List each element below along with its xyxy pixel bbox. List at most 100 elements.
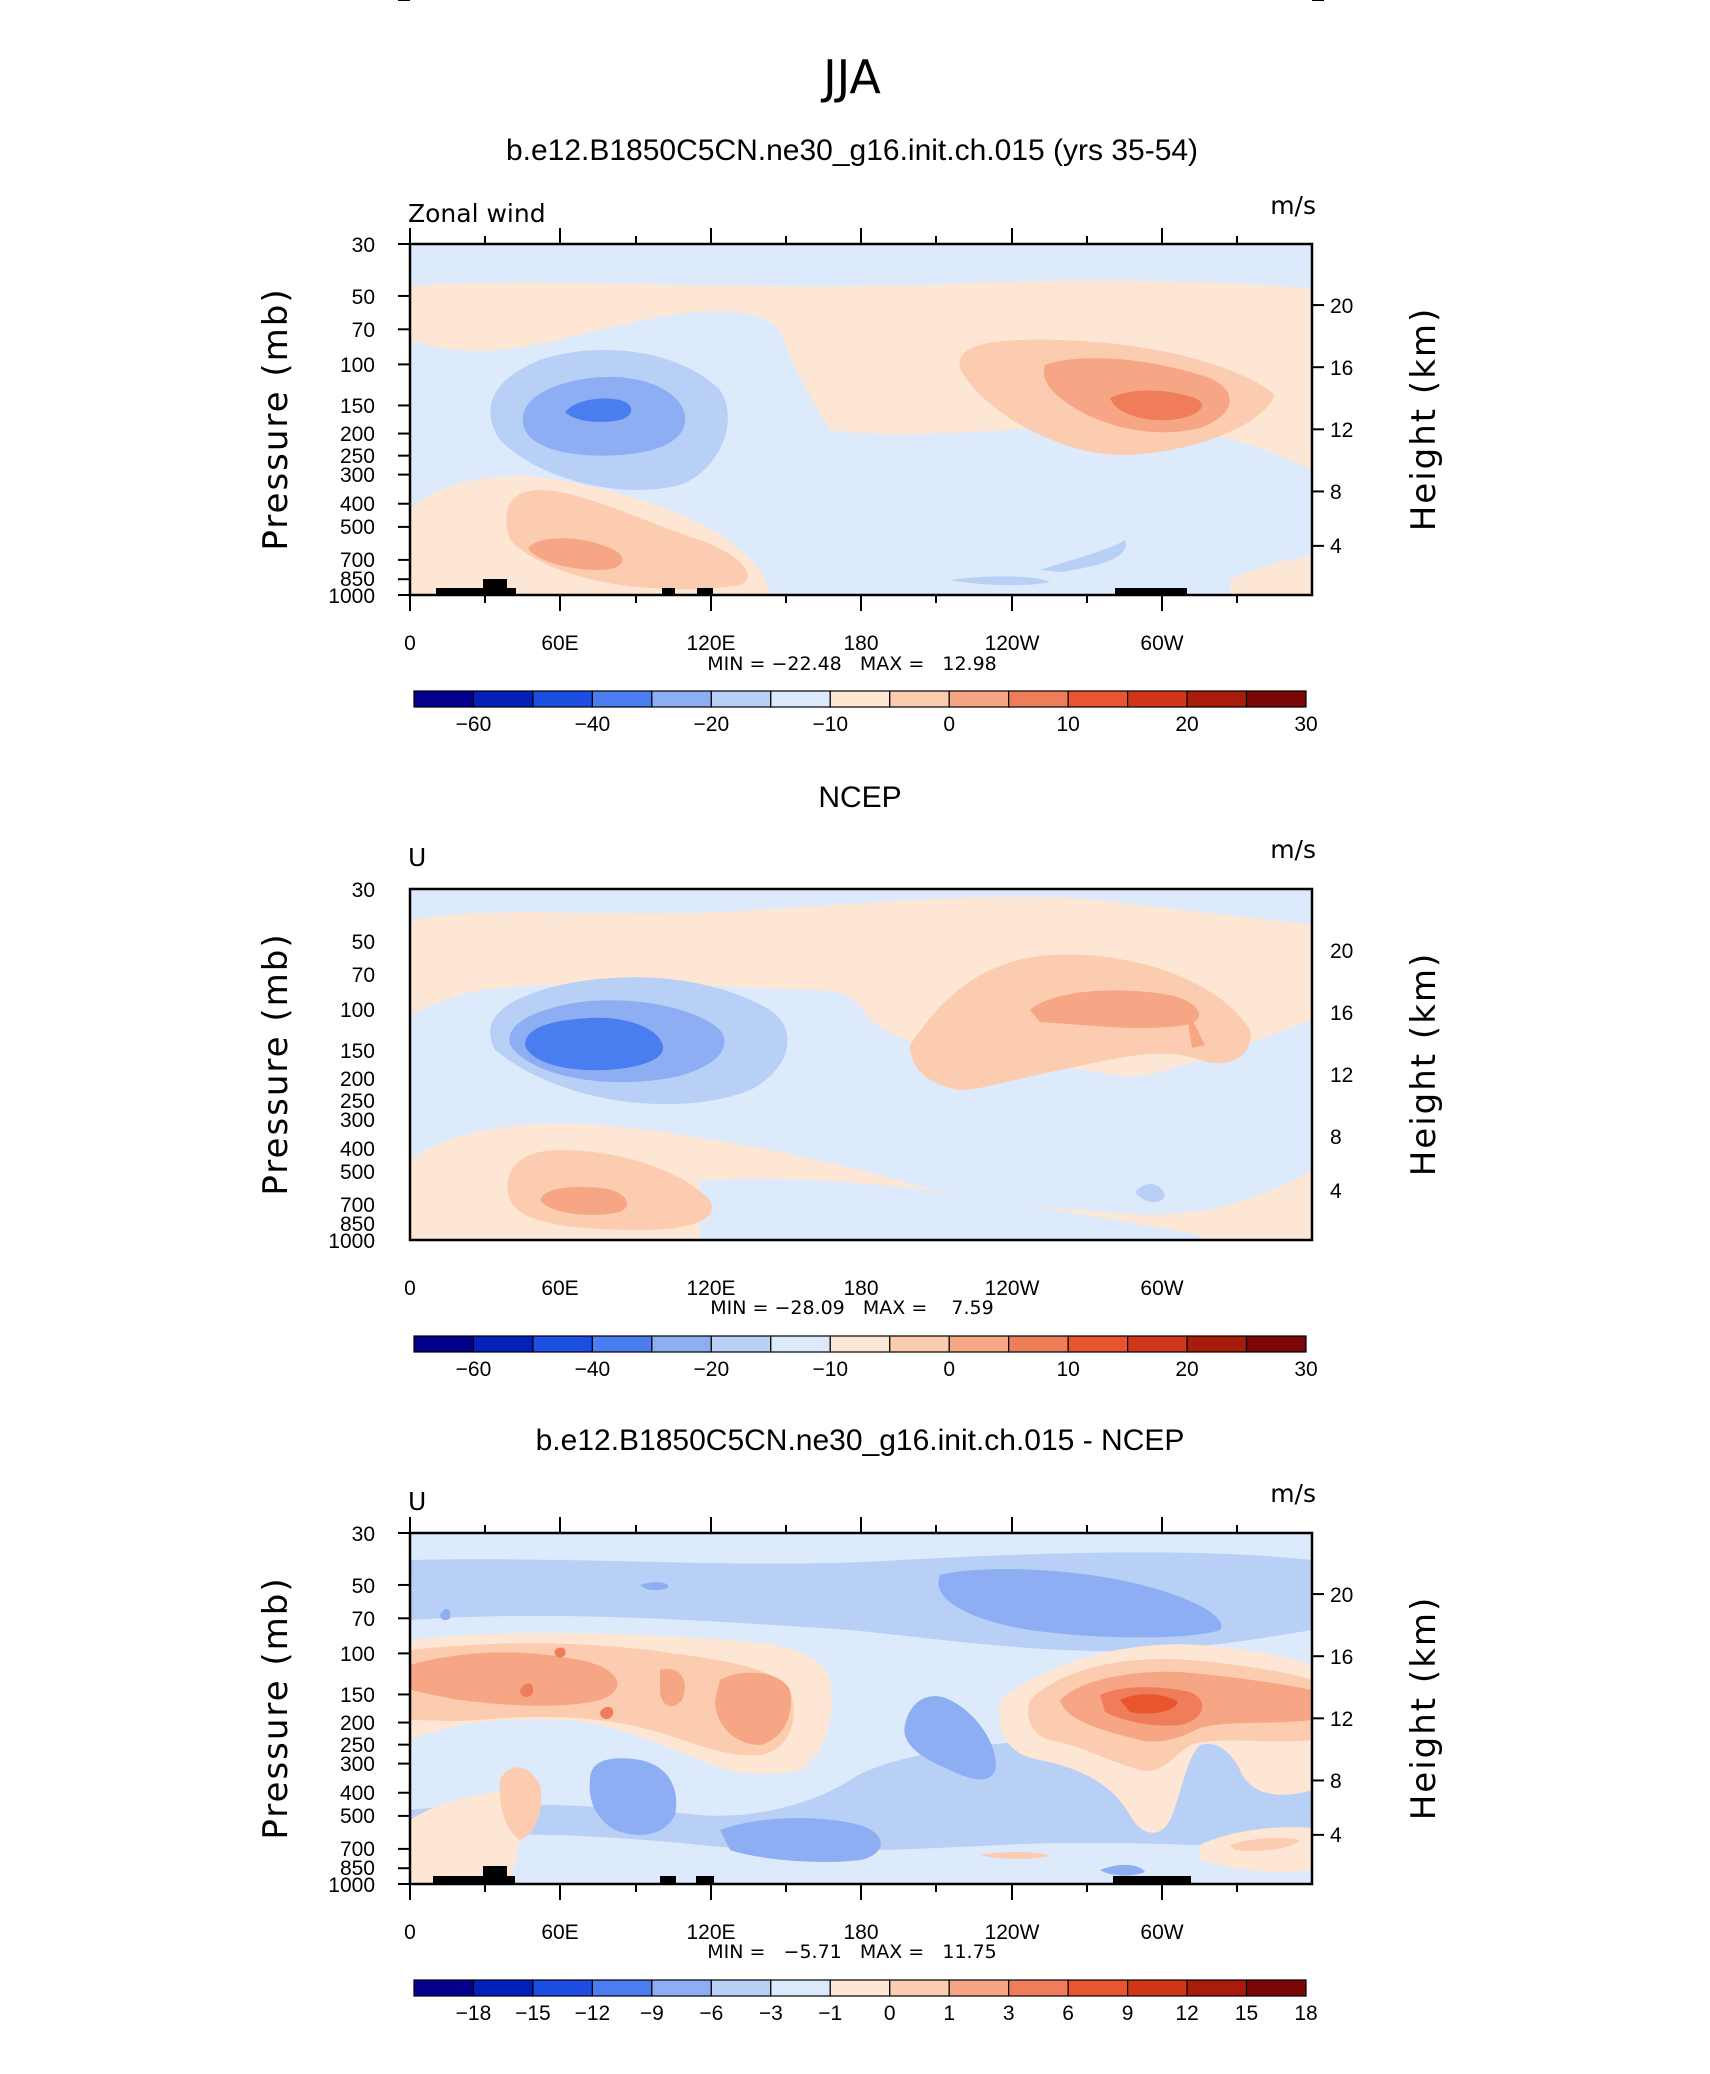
svg-text:300: 300: [340, 1109, 375, 1132]
colorbar-swatch: [1186, 690, 1248, 708]
svg-text:0: 0: [404, 1277, 416, 1300]
svg-text:700: 700: [340, 1838, 375, 1861]
colorbar-label: 20: [1175, 713, 1198, 736]
negative-jet-3: [525, 1017, 664, 1071]
colorbar-swatch: [651, 690, 712, 708]
colorbar-label: −9: [640, 2002, 664, 2025]
colorbar-swatch: [829, 690, 891, 708]
colorbar-swatch: [1126, 690, 1188, 708]
svg-text:300: 300: [340, 464, 375, 487]
colorbar-label: 20: [1175, 1358, 1198, 1381]
positive-lower-left-2: [499, 1767, 542, 1840]
colorbar-swatch: [1186, 1979, 1248, 1997]
min-max-text: MIN = −22.48 MAX = 12.98: [707, 653, 997, 675]
negative-jet-3: [565, 398, 632, 422]
negative-small-1: [640, 1582, 669, 1591]
svg-text:70: 70: [352, 1608, 375, 1631]
svg-text:20: 20: [1330, 295, 1353, 318]
y-axis-label-right: Height (km): [1404, 952, 1444, 1177]
units-label: m/s: [1270, 191, 1316, 220]
colorbar-label: −10: [812, 1358, 848, 1381]
svg-text:850: 850: [340, 568, 375, 591]
y-ticks-left: 30 50 70 100 150 200 250 300 400 500 700…: [328, 1523, 375, 1897]
svg-text:700: 700: [340, 1194, 375, 1217]
svg-text:150: 150: [340, 395, 375, 418]
svg-text:200: 200: [340, 1068, 375, 1091]
svg-text:180: 180: [843, 1277, 878, 1300]
svg-text:250: 250: [340, 1090, 375, 1113]
colorbar-swatch: [1067, 1335, 1129, 1353]
y-axis-label: Pressure (mb): [256, 932, 296, 1195]
svg-text:60E: 60E: [541, 1277, 578, 1300]
svg-text:20: 20: [1330, 940, 1353, 963]
colorbar-swatch: [889, 1335, 950, 1353]
negative-lowlevel-cut: [700, 1178, 1200, 1240]
colorbar-swatch: [532, 1979, 594, 1997]
contour-field: [410, 1533, 1312, 1884]
colorbar-swatch: [651, 1335, 712, 1353]
positive-dot-3: [554, 1647, 566, 1658]
positive-lower-left: [410, 1790, 529, 1884]
min-max-text: MIN = −5.71 MAX = 11.75: [707, 1941, 997, 1963]
svg-text:12: 12: [1330, 1064, 1353, 1087]
colorbar-label: −1: [818, 2002, 842, 2025]
colorbar-label: −15: [515, 2002, 551, 2025]
negative-lowlevel-blob: [1135, 1184, 1165, 1203]
positive-jet-2: [1030, 990, 1200, 1029]
axis-ticks: [398, 1517, 1324, 1900]
colorbar-swatch: [1067, 690, 1129, 708]
svg-text:400: 400: [340, 1782, 375, 1805]
negative-lower-1: [589, 1758, 677, 1835]
svg-text:50: 50: [352, 931, 375, 954]
svg-text:60W: 60W: [1140, 632, 1183, 655]
svg-text:850: 850: [340, 1857, 375, 1880]
y-ticks-left: 30 50 70 100 150 200 250 300 400 500 700…: [328, 234, 375, 608]
colorbar-swatch: [472, 690, 534, 708]
svg-text:12: 12: [1330, 419, 1353, 442]
negative-sliver: [950, 576, 1050, 586]
y-axis-label: Pressure (mb): [256, 1576, 296, 1839]
svg-text:60E: 60E: [541, 632, 578, 655]
svg-text:180: 180: [843, 632, 878, 655]
svg-text:50: 50: [352, 286, 375, 309]
svg-text:120W: 120W: [985, 1277, 1040, 1300]
svg-text:120W: 120W: [985, 1921, 1040, 1944]
colorbar-label: 15: [1235, 2002, 1258, 2025]
positive-right-5: [1120, 1694, 1178, 1714]
positive-lower-right-2: [1230, 1837, 1300, 1851]
positive-dot-1: [520, 1683, 534, 1698]
svg-text:30: 30: [352, 1523, 375, 1546]
panel-difference: b.e12.B1850C5CN.ne30_g16.init.ch.015 - N…: [256, 0, 1444, 2025]
colorbar: −60 −40 −20 −10 0 10 20 30: [413, 690, 1318, 736]
colorbar: −60 −40 −20 −10 0 10 20 30: [413, 1335, 1318, 1381]
colorbar-label: 3: [1003, 2002, 1015, 2025]
svg-text:500: 500: [340, 516, 375, 539]
colorbar-swatch: [1008, 1979, 1069, 1997]
colorbar-swatch: [413, 1335, 475, 1353]
colorbar-label: 9: [1122, 2002, 1134, 2025]
colorbar-swatch: [829, 1335, 891, 1353]
colorbar-label: −12: [575, 2002, 611, 2025]
svg-text:16: 16: [1330, 1646, 1353, 1669]
colorbar-label: 10: [1056, 713, 1079, 736]
svg-text:4: 4: [1330, 1824, 1342, 1847]
colorbar-label: 6: [1062, 2002, 1074, 2025]
svg-text:16: 16: [1330, 357, 1353, 380]
svg-text:120E: 120E: [686, 1277, 735, 1300]
colorbar-label: −60: [456, 713, 492, 736]
colorbar-label: −40: [575, 713, 611, 736]
svg-text:1000: 1000: [328, 585, 375, 608]
colorbar-label: 1: [943, 2002, 955, 2025]
positive-jet-3: [1110, 390, 1202, 421]
x-ticks: 0 60E 120E 180 120W 60W: [404, 1277, 1184, 1300]
panel-model: b.e12.B1850C5CN.ne30_g16.init.ch.015 (yr…: [256, 134, 1444, 736]
colorbar-swatch: [710, 1979, 772, 1997]
positive-band-3: [410, 1652, 618, 1706]
topography: [436, 579, 1187, 595]
svg-text:150: 150: [340, 1684, 375, 1707]
colorbar-swatch: [472, 1979, 534, 1997]
variable-label: U: [408, 843, 426, 872]
svg-text:850: 850: [340, 1213, 375, 1236]
svg-text:150: 150: [340, 1040, 375, 1063]
colorbar-swatch: [413, 1979, 475, 1997]
